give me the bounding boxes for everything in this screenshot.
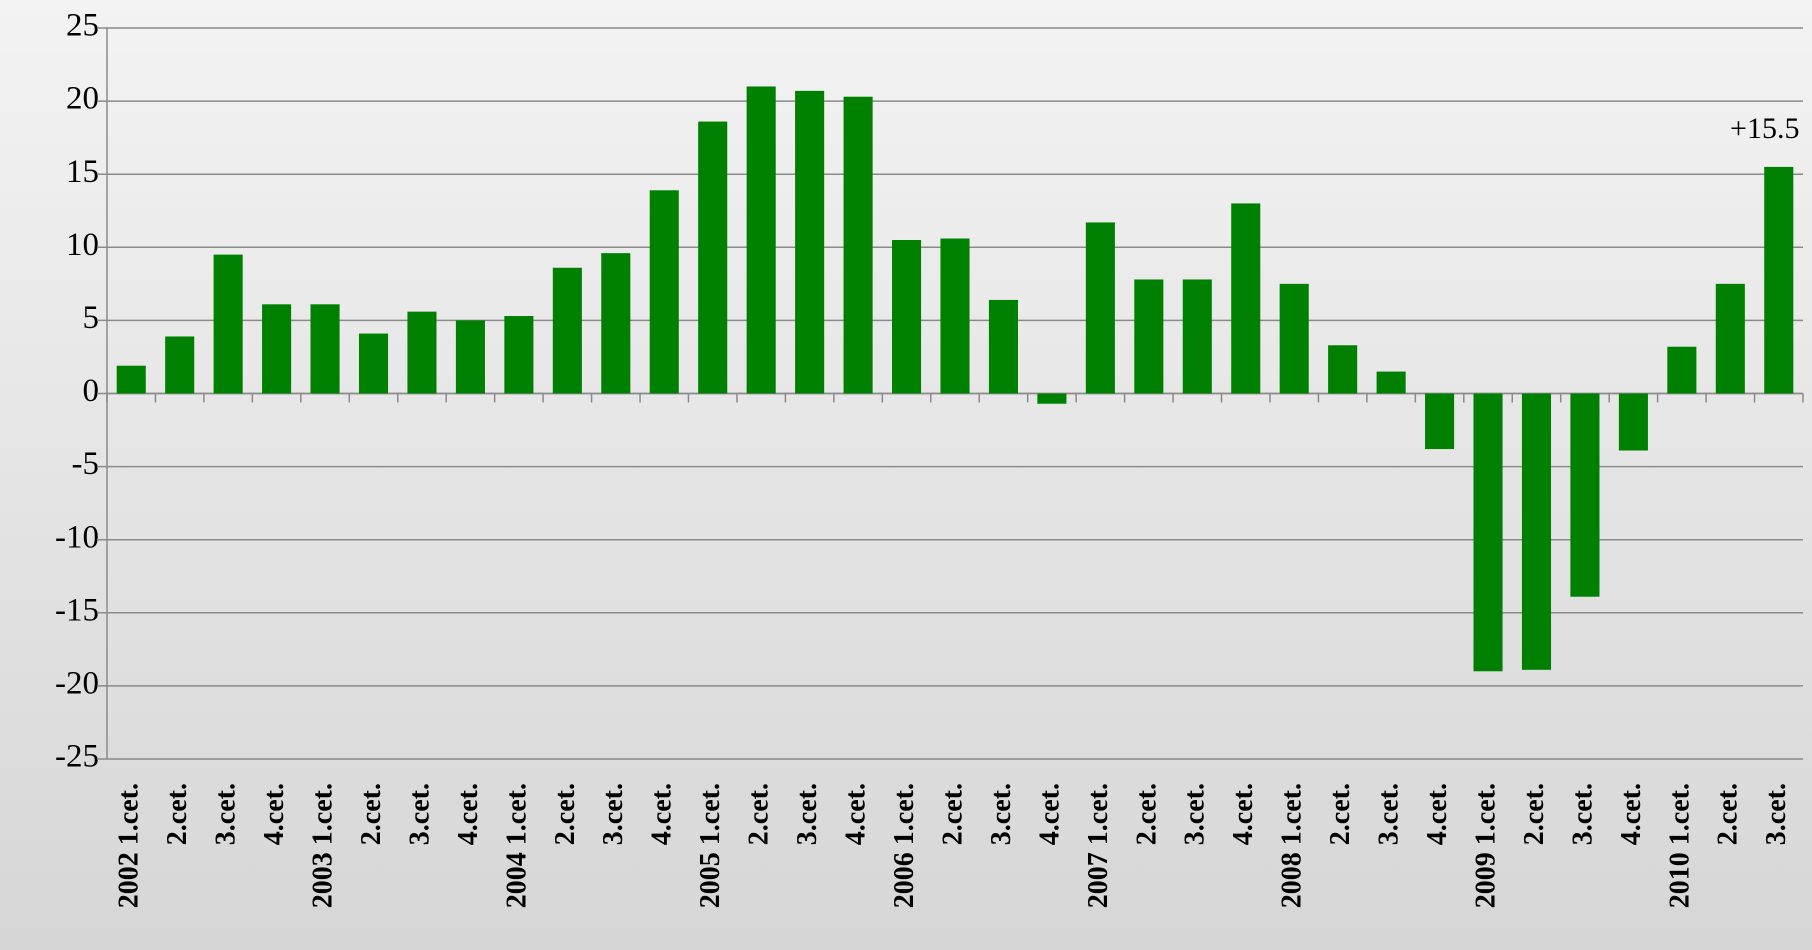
bar	[1279, 283, 1309, 394]
bar	[746, 86, 776, 394]
bar	[1473, 393, 1503, 672]
y-tick-label: -15	[55, 592, 99, 628]
x-tick-label: 4.cet.	[1034, 783, 1065, 845]
bar	[1376, 371, 1406, 394]
bar	[1618, 393, 1648, 451]
x-tick-label: 3.cet.	[986, 783, 1017, 845]
bar	[504, 316, 534, 394]
x-tick-label: 4.cet.	[1616, 783, 1647, 845]
bar	[407, 311, 437, 394]
x-tick-label: 3.cet.	[1567, 783, 1598, 845]
x-tick-label: 4.cet.	[647, 783, 678, 845]
bar	[892, 239, 922, 394]
x-tick-label: 2010 1.cet.	[1664, 783, 1695, 908]
bar	[988, 299, 1018, 394]
x-tick-label: 2006 1.cet.	[889, 783, 920, 908]
bar	[1764, 166, 1794, 394]
x-tick-label: 2008 1.cet.	[1277, 783, 1308, 908]
y-tick-label: 15	[66, 154, 99, 190]
bar	[1715, 283, 1745, 394]
bar	[1328, 345, 1358, 394]
x-tick-label: 4.cet.	[841, 783, 872, 845]
y-tick-label: 0	[83, 373, 100, 409]
bar	[940, 238, 970, 394]
bar	[165, 336, 195, 394]
y-tick-label: 20	[66, 81, 99, 117]
bar	[1570, 393, 1600, 597]
bar	[262, 304, 292, 394]
bar	[1182, 279, 1212, 394]
bar	[1521, 393, 1552, 670]
x-tick-label: 4.cet.	[1422, 783, 1453, 845]
bar	[552, 267, 582, 394]
bar	[1085, 222, 1115, 394]
bar	[649, 190, 679, 394]
x-tick-label: 2002 1.cet.	[114, 783, 145, 908]
y-tick-label: -10	[55, 519, 99, 555]
x-tick-label: 2.cet.	[356, 783, 387, 845]
x-tick-label: 4.cet.	[453, 783, 484, 845]
x-tick-label: 2007 1.cet.	[1083, 783, 1114, 908]
x-tick-label: 4.cet.	[259, 783, 290, 845]
x-tick-label: 3.cet.	[211, 783, 242, 845]
x-tick-label: 3.cet.	[598, 783, 629, 845]
x-tick-label: 3.cet.	[792, 783, 823, 845]
x-tick-label: 3.cet.	[404, 783, 435, 845]
x-tick-label: 2.cet.	[162, 783, 193, 845]
x-tick-label: 2003 1.cet.	[307, 783, 338, 908]
x-tick-label: 2.cet.	[1131, 783, 1162, 845]
x-tick-label: 3.cet.	[1374, 783, 1405, 845]
bar	[1037, 393, 1067, 404]
bar	[1231, 203, 1261, 394]
y-tick-label: -20	[55, 665, 99, 701]
bar	[455, 320, 485, 394]
x-tick-label: 2.cet.	[550, 783, 581, 845]
bar	[1425, 393, 1455, 450]
bar	[795, 90, 825, 394]
bar	[358, 333, 389, 394]
y-tick-label: -5	[72, 446, 100, 482]
x-tick-label: 2004 1.cet.	[501, 783, 532, 908]
x-tick-label: 3.cet.	[1180, 783, 1211, 845]
y-tick-label: 25	[66, 8, 99, 44]
value-label: +15.5	[1730, 112, 1799, 145]
bar	[698, 121, 728, 394]
y-tick-label: -25	[55, 739, 99, 775]
x-tick-label: 2.cet.	[937, 783, 968, 845]
y-tick-label: 5	[83, 300, 100, 336]
x-tick-label: 3.cet.	[1761, 783, 1792, 845]
y-tick-label: 10	[66, 227, 99, 263]
x-tick-label: 2.cet.	[744, 783, 775, 845]
x-tick-label: 2009 1.cet.	[1470, 783, 1501, 908]
bar	[601, 253, 631, 394]
bar	[116, 365, 146, 394]
bar	[310, 304, 340, 394]
bar	[843, 96, 873, 394]
x-tick-label: 4.cet.	[1228, 783, 1259, 845]
bar	[213, 254, 243, 394]
bar	[1134, 279, 1164, 394]
x-tick-label: 2.cet.	[1713, 783, 1744, 845]
x-tick-label: 2.cet.	[1519, 783, 1550, 845]
bar	[1667, 346, 1697, 394]
x-tick-label: 2.cet.	[1325, 783, 1356, 845]
x-tick-label: 2005 1.cet.	[695, 783, 726, 908]
